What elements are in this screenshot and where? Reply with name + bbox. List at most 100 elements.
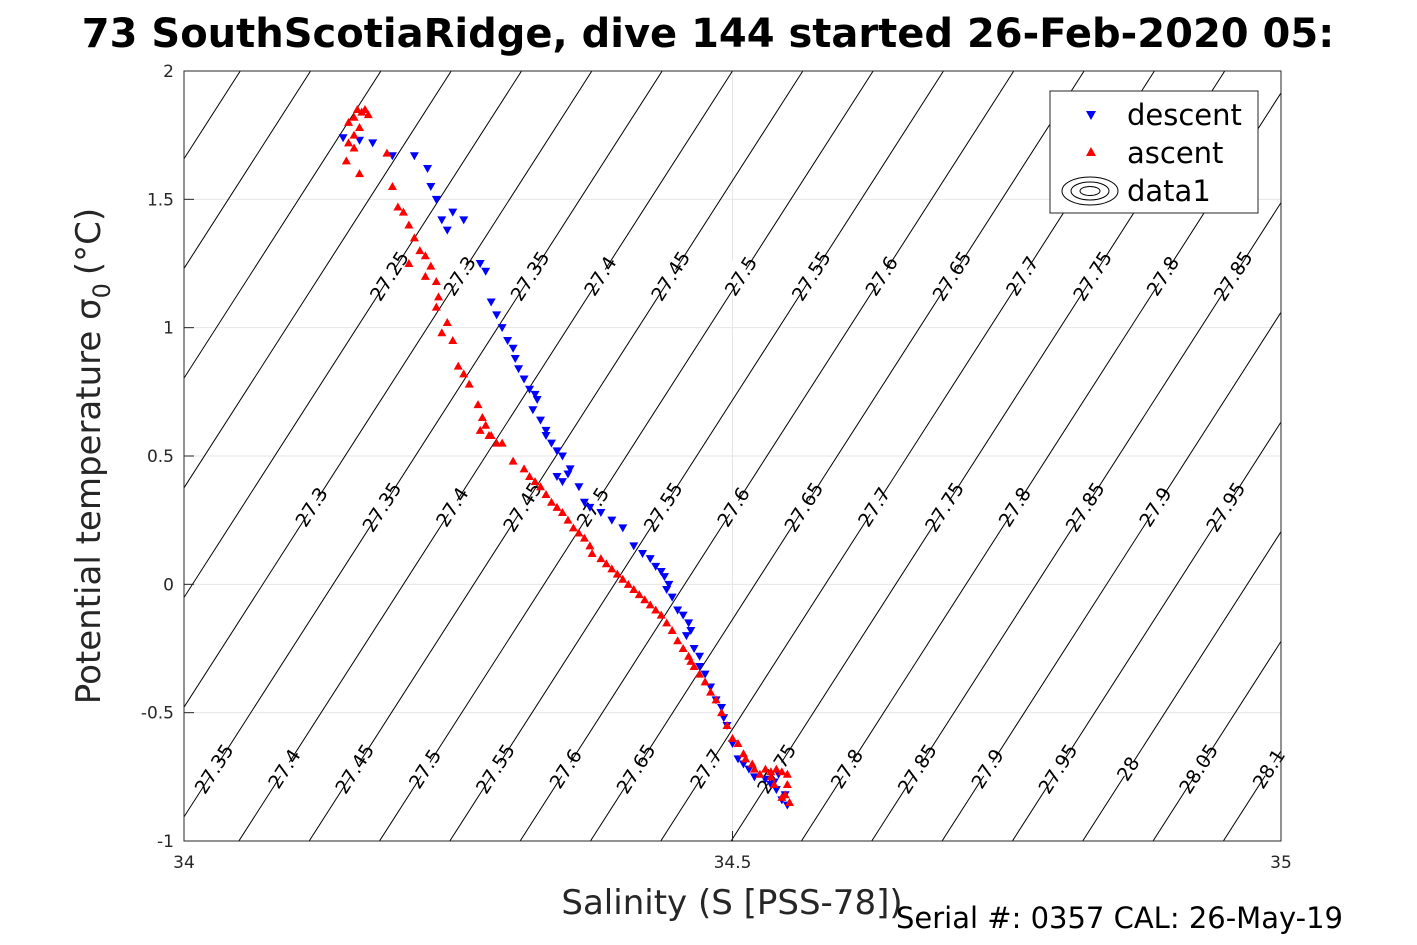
ascent-point [728, 733, 737, 742]
descent-point [684, 619, 694, 628]
ascent-point [667, 626, 677, 635]
isopycnal-line [379, 71, 874, 841]
contour-label-mask [357, 487, 407, 528]
descent-point [497, 324, 507, 333]
ascent-point [541, 490, 551, 498]
contour-label-mask [330, 749, 380, 789]
contour-label-mask [1131, 487, 1181, 528]
isopycnal-line [941, 311, 1281, 841]
legend: descent ascent data1 [1049, 90, 1259, 214]
contour-label-mask [709, 487, 759, 528]
ascent-point [475, 425, 485, 434]
descent-point [486, 298, 496, 307]
contour-label-mask [787, 256, 837, 297]
x-tick-label: 34 [173, 853, 195, 873]
legend-label-ascent: ascent [1127, 136, 1223, 170]
contour-label-mask [260, 749, 310, 789]
descent-point [565, 465, 575, 474]
descent-point [557, 452, 567, 461]
ascent-point [678, 644, 688, 652]
ascent-point [689, 661, 699, 670]
contour-label-mask [646, 256, 696, 297]
ascent-point [766, 772, 776, 781]
ascent-point [785, 798, 795, 806]
contour-label-mask [998, 256, 1048, 297]
contour-label-mask [498, 487, 548, 528]
ascent-point [552, 502, 562, 511]
ascent-point [459, 369, 469, 378]
isopycnal-line [1364, 71, 1417, 841]
descent-point [532, 396, 542, 405]
ascent-point [601, 559, 611, 568]
ascent-point [579, 533, 589, 542]
descent-point [387, 152, 397, 161]
contour-label-mask [365, 256, 415, 297]
descent-point [629, 542, 639, 551]
y-tick-label: -0.5 [141, 704, 174, 724]
ascent-point [629, 584, 639, 593]
ascent-point [404, 259, 414, 267]
descent-point [678, 611, 688, 620]
contour-label-mask [287, 487, 337, 528]
isopycnal-line [1152, 640, 1281, 841]
contour-label-mask [1201, 487, 1251, 528]
ascent-point [651, 605, 661, 614]
series-ascent [341, 105, 795, 806]
ascent-point [420, 271, 430, 280]
ascent-point [477, 413, 487, 421]
descent-point [508, 344, 518, 353]
ascent-point [568, 523, 578, 532]
ascent-point [508, 456, 518, 465]
contour-label-mask [927, 256, 977, 297]
descent-point [423, 165, 433, 174]
ascent-point [473, 400, 483, 409]
contour-label-mask [435, 256, 485, 297]
ascent-point [673, 636, 683, 645]
y-axis: -1 -0.5 0 0.5 1 1.5 2 [141, 62, 194, 852]
ascent-point [393, 202, 403, 211]
contour-label-mask [471, 749, 521, 789]
descent-point [475, 260, 485, 268]
contour-label-mask [612, 749, 662, 789]
y-tick-label: -1 [157, 832, 174, 852]
ascent-point [409, 233, 419, 242]
contour-label-mask [541, 749, 591, 789]
ascent-point [442, 318, 452, 327]
ascent-point [607, 564, 617, 573]
ascent-point [782, 780, 792, 789]
descent-point [541, 431, 551, 440]
contour-label-mask [857, 256, 907, 297]
descent-point [338, 134, 348, 143]
y-tick-label: 2 [163, 62, 174, 82]
ascent-point [363, 110, 373, 119]
ascent-point [640, 595, 650, 604]
isopycnal-line [184, 71, 663, 818]
descent-point [706, 683, 716, 692]
contour-label-mask [568, 487, 618, 528]
isopycnal-line [308, 71, 804, 841]
legend-box [1049, 90, 1259, 214]
y-tick-label: 1.5 [147, 190, 174, 210]
ascent-point [782, 769, 792, 778]
descent-point [431, 195, 441, 204]
ascent-point [481, 420, 491, 429]
descent-point [528, 406, 538, 415]
descent-point [596, 508, 606, 517]
ascent-point [777, 792, 787, 801]
descent-point [695, 652, 705, 661]
ascent-point [420, 251, 430, 260]
y-tick-label: 0 [163, 575, 174, 595]
descent-point [546, 439, 556, 448]
contour-label-mask [920, 487, 970, 528]
ascent-point [585, 541, 595, 550]
ascent-point [733, 738, 743, 747]
descent-point [552, 473, 562, 482]
descent-point [409, 152, 419, 161]
contour-label-mask [1174, 749, 1224, 789]
descent-point [695, 662, 705, 671]
isopycnal-line [1011, 421, 1281, 841]
ascent-point [341, 156, 351, 165]
descent-point [638, 550, 648, 559]
descent-point [738, 760, 748, 769]
ascent-point [344, 138, 354, 147]
